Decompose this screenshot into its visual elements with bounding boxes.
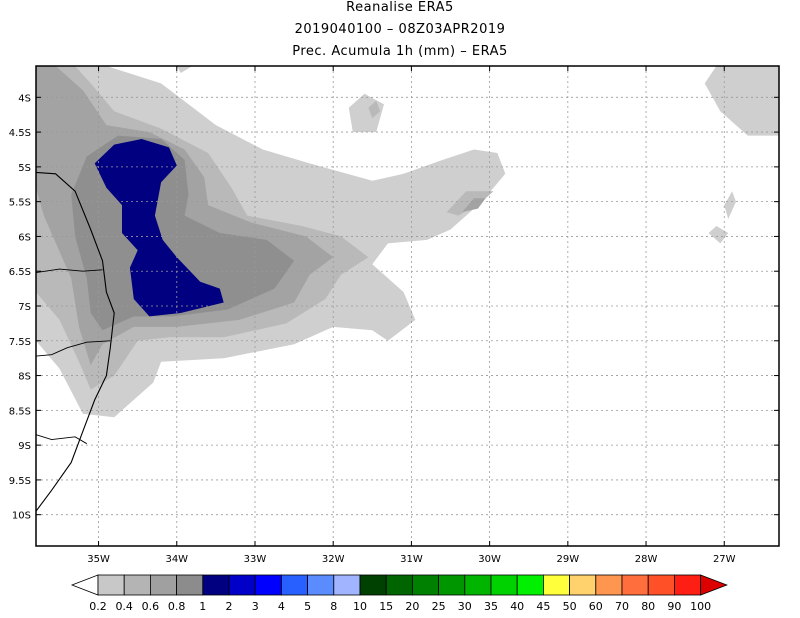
- colorbar-swatch: [280, 574, 308, 596]
- colorbar-label: 80: [641, 600, 655, 613]
- colorbar-swatch: [647, 574, 675, 596]
- x-tick-label: 31W: [400, 554, 423, 565]
- x-tick-label: 28W: [635, 554, 658, 565]
- x-tick-label: 33W: [244, 554, 267, 565]
- colorbar-low-arrow: [70, 574, 99, 596]
- y-tick-label: 8S: [18, 372, 31, 383]
- x-tick-label: 32W: [322, 554, 345, 565]
- axis-layer: 35W 34W 33W 32W 31W 30W 29W 28W 27W 4S 4.5S 5S 5.5S 6…: [9, 66, 779, 565]
- colorbar: 0.2 0.4 0.6 0.8 1 2 3 4 5 8 10 15 20 25 30 35 40 45 50 60 70…: [70, 574, 728, 613]
- colorbar-swatch: [490, 574, 518, 596]
- colorbar-label: 0.4: [115, 600, 133, 613]
- colorbar-label: 3: [252, 600, 259, 613]
- colorbar-label: 100: [690, 600, 711, 613]
- colorbar-label: 45: [536, 600, 550, 613]
- title-source: Reanalise ERA5: [346, 0, 454, 15]
- state-border: [36, 434, 88, 445]
- colorbar-swatch: [307, 574, 335, 596]
- colorbar-swatch: [333, 574, 361, 596]
- y-tick-label: 7.5S: [9, 337, 31, 348]
- colorbar-label: 60: [589, 600, 603, 613]
- colorbar-label: 0.8: [168, 600, 186, 613]
- colorbar-swatch: [359, 574, 387, 596]
- colorbar-swatch: [254, 574, 282, 596]
- x-tick-label: 35W: [87, 554, 110, 565]
- y-tick-label: 5S: [18, 163, 31, 174]
- y-tick-label: 6S: [18, 232, 31, 243]
- y-tick-label: 4S: [18, 93, 31, 104]
- colorbar-label: 40: [510, 600, 524, 613]
- colorbar-swatch: [569, 574, 597, 596]
- colorbar-swatch: [149, 574, 177, 596]
- colorbar-label: 0.6: [142, 600, 160, 613]
- x-tick-label: 30W: [478, 554, 501, 565]
- colorbar-swatch: [385, 574, 413, 596]
- coastline-layer: [36, 171, 115, 512]
- colorbar-label: 70: [615, 600, 629, 613]
- colorbar-label: 50: [563, 600, 577, 613]
- colorbar-swatch: [595, 574, 623, 596]
- colorbar-label: 15: [379, 600, 393, 613]
- colorbar-swatch: [411, 574, 439, 596]
- contour-0_6: [462, 198, 486, 213]
- colorbar-swatch: [543, 574, 571, 596]
- colorbar-swatch: [464, 574, 492, 596]
- colorbar-swatch: [123, 574, 151, 596]
- colorbar-swatch: [228, 574, 256, 596]
- colorbar-label: 25: [432, 600, 446, 613]
- colorbar-label: 2: [226, 600, 233, 613]
- contour-1: [94, 139, 224, 317]
- coastline: [36, 171, 115, 512]
- colorbar-label: 35: [484, 600, 498, 613]
- colorbar-swatch: [516, 574, 544, 596]
- x-tick-label: 29W: [557, 554, 580, 565]
- colorbar-label: 4: [278, 600, 285, 613]
- contour-0_2: [348, 93, 384, 133]
- colorbar-swatch: [438, 574, 466, 596]
- state-border: [36, 340, 111, 357]
- colorbar-high-arrow: [700, 574, 728, 596]
- y-tick-label: 6.5S: [9, 267, 31, 278]
- y-tick-label: 4.5S: [9, 128, 31, 139]
- grid-layer: [36, 66, 779, 546]
- x-tick-label: 27W: [713, 554, 736, 565]
- colorbar-label: 20: [405, 600, 419, 613]
- colorbar-label: 5: [304, 600, 311, 613]
- contour-0_2: [176, 66, 193, 73]
- title-variable: Prec. Acumula 1h (mm) – ERA5: [292, 44, 508, 59]
- state-border: [36, 268, 103, 274]
- colorbar-swatch: [176, 574, 204, 596]
- colorbar-label: 90: [667, 600, 681, 613]
- y-tick-label: 7S: [18, 302, 31, 313]
- colorbar-swatch: [674, 574, 702, 596]
- colorbar-label: 30: [458, 600, 472, 613]
- colorbar-label: 10: [353, 600, 367, 613]
- colorbar-label: 8: [330, 600, 337, 613]
- colorbar-swatch: [621, 574, 649, 596]
- contour-0_2: [724, 191, 736, 219]
- x-tick-label: 34W: [165, 554, 188, 565]
- title-date: 2019040100 – 08Z03APR2019: [294, 22, 506, 37]
- y-tick-label: 10S: [12, 511, 31, 522]
- colorbar-label: 1: [199, 600, 206, 613]
- y-tick-label: 9S: [18, 441, 31, 452]
- y-tick-label: 5.5S: [9, 198, 31, 209]
- contour-0_2: [708, 226, 729, 244]
- y-tick-label: 8.5S: [9, 406, 31, 417]
- y-tick-label: 9.5S: [9, 476, 31, 487]
- colorbar-label: 0.2: [89, 600, 107, 613]
- colorbar-swatch: [97, 574, 125, 596]
- contour-0_2: [704, 66, 779, 136]
- contour-0_4: [368, 100, 381, 119]
- colorbar-swatch: [202, 574, 230, 596]
- contour-layer: [36, 66, 779, 418]
